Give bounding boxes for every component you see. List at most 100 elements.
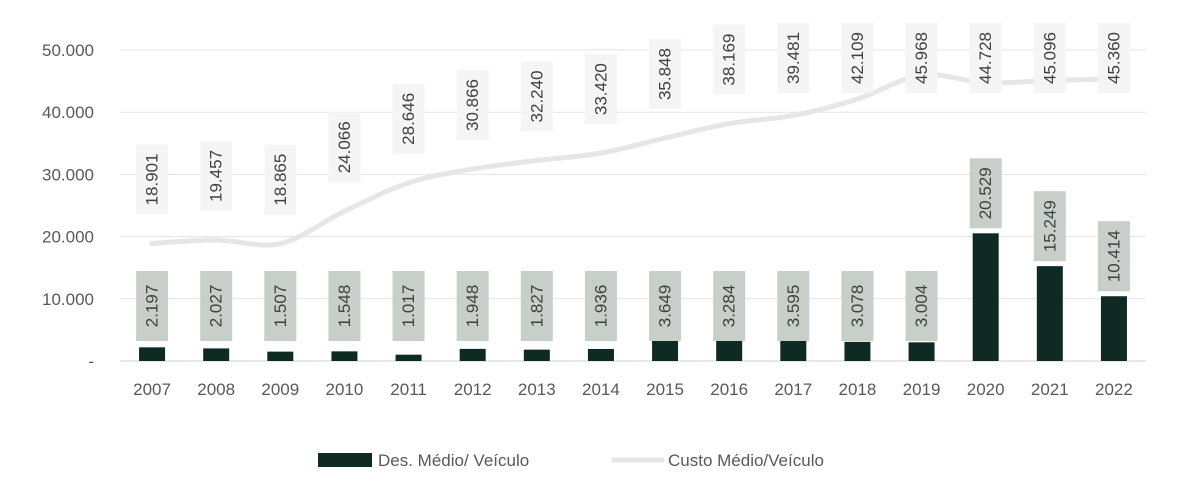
x-tick-label: 2010	[326, 380, 364, 399]
x-tick-label: 2011	[390, 380, 427, 399]
bar-label-box	[456, 271, 489, 341]
bar	[716, 340, 743, 361]
bar-data-label: 3.078	[841, 271, 874, 341]
bar-label-box	[392, 271, 425, 341]
bar-label-text: 20.529	[976, 167, 995, 219]
line-data-label: 32.240	[520, 61, 553, 132]
x-tick-label: 2013	[518, 380, 556, 399]
bar-data-label: 10.414	[1097, 221, 1130, 292]
line-label-text: 28.646	[399, 93, 418, 145]
line-data-label: 45.360	[1097, 23, 1130, 93]
bar	[972, 233, 999, 361]
bar-label-box	[841, 271, 874, 341]
bar-label-text: 2.027	[207, 285, 226, 328]
bar-data-label: 3.595	[777, 271, 810, 341]
bar-label-text: 1.017	[399, 285, 418, 328]
bar-data-label: 1.507	[264, 271, 297, 341]
bar-data-label: 1.827	[520, 271, 553, 341]
bar-label-box	[584, 271, 617, 341]
legend-swatch-bar	[318, 453, 372, 467]
line-label-box	[713, 24, 746, 95]
line-label-text: 24.066	[335, 121, 354, 173]
x-tick-label: 2014	[582, 380, 620, 399]
line-label-box	[777, 23, 810, 93]
x-tick-label: 2015	[646, 380, 684, 399]
bar-label-box	[264, 271, 297, 341]
y-tick-label: -	[88, 352, 94, 371]
line-label-box	[200, 140, 233, 211]
bar-data-label: 1.017	[392, 271, 425, 341]
line-label-box	[905, 23, 938, 93]
line-label-box	[841, 23, 874, 93]
line-data-label: 19.457	[200, 140, 233, 211]
bar	[908, 342, 935, 361]
x-tick-label: 2016	[710, 380, 748, 399]
bar-label-text: 2.197	[143, 285, 162, 328]
bar-data-label: 15.249	[1033, 191, 1066, 262]
x-tick-label: 2007	[133, 380, 171, 399]
series-line-custo	[149, 72, 1117, 248]
x-tick-label: 2009	[261, 380, 299, 399]
bar	[267, 351, 294, 361]
x-tick-label: 2022	[1095, 380, 1133, 399]
x-tick-label: 2020	[967, 380, 1005, 399]
bar-label-box	[905, 271, 938, 341]
line-label-text: 45.968	[912, 32, 931, 84]
bar-label-text: 3.284	[720, 285, 739, 328]
line-label-text: 45.096	[1040, 32, 1059, 84]
bar-label-box	[1097, 221, 1130, 292]
x-tick-label: 2017	[774, 380, 812, 399]
line-label-box	[1097, 23, 1130, 93]
bar-label-box	[520, 271, 553, 341]
bar-data-label: 3.004	[905, 271, 938, 341]
bar	[780, 338, 807, 361]
bar-data-label: 3.284	[713, 271, 746, 341]
bar-label-box	[328, 271, 361, 341]
bar-data-label: 1.548	[328, 271, 361, 341]
y-tick-label: 40.000	[42, 103, 94, 122]
line-data-label: 39.481	[777, 23, 810, 93]
line-label-text: 18.901	[143, 153, 162, 205]
line-data-label: 30.866	[456, 70, 489, 141]
line-label-box	[136, 144, 169, 215]
line-data-label: 33.420	[584, 54, 617, 125]
line-label-text: 33.420	[591, 63, 610, 115]
bar-data-label: 2.027	[200, 271, 233, 341]
bar-label-text: 3.649	[656, 285, 675, 328]
line-label-text: 19.457	[207, 150, 226, 202]
bar	[203, 348, 230, 361]
bar-label-text: 1.948	[463, 285, 482, 328]
x-tick-label: 2021	[1031, 380, 1069, 399]
bar-data-label: 1.936	[584, 271, 617, 341]
line-label-text: 32.240	[527, 70, 546, 122]
line-label-text: 44.728	[976, 32, 995, 84]
legend: Des. Médio/ Veículo Custo Médio/Veículo	[318, 451, 824, 470]
line-label-box	[328, 112, 361, 183]
bar-label-text: 15.249	[1040, 200, 1059, 252]
y-tick-label: 20.000	[42, 228, 94, 247]
y-tick-label: 50.000	[42, 41, 94, 60]
legend-label-bar: Des. Médio/ Veículo	[378, 451, 529, 470]
bar-label-box	[649, 271, 682, 341]
bar-label-text: 1.936	[591, 285, 610, 328]
bar	[523, 349, 550, 361]
bar-label-box	[1033, 191, 1066, 262]
bar-label-text: 10.414	[1104, 230, 1123, 282]
bar	[459, 348, 486, 361]
bar-label-box	[969, 158, 1002, 229]
bar	[395, 354, 422, 361]
line-label-text: 38.169	[720, 34, 739, 86]
bar	[1100, 296, 1127, 361]
x-tick-label: 2018	[839, 380, 877, 399]
bar-label-text: 3.078	[848, 285, 867, 328]
bar	[139, 347, 166, 361]
bar-data-label: 20.529	[969, 158, 1002, 229]
bar-label-text: 1.548	[335, 285, 354, 328]
bar-label-text: 1.507	[271, 285, 290, 328]
legend-label-line: Custo Médio/Veículo	[668, 451, 824, 470]
bar	[587, 348, 614, 361]
y-tick-label: 10.000	[42, 290, 94, 309]
bar-data-label: 2.197	[136, 271, 169, 341]
line-data-label: 42.109	[841, 23, 874, 93]
line-label-box	[264, 144, 297, 215]
